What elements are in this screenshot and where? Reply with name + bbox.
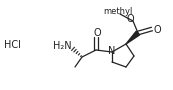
Text: HCl: HCl [4,40,21,50]
Text: O: O [93,28,101,38]
Polygon shape [126,31,140,44]
Text: H₂N: H₂N [53,41,71,51]
Text: N: N [108,46,116,56]
Text: O: O [153,25,161,35]
Text: O: O [126,14,134,24]
Text: methyl: methyl [103,6,133,15]
